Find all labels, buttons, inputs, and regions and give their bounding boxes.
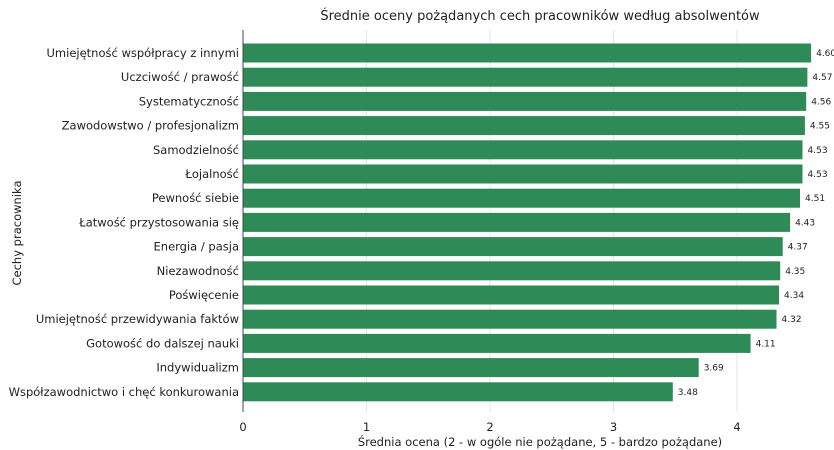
x-tick-label: 3: [610, 420, 617, 434]
data-label: 4.37: [788, 243, 808, 253]
data-label: 3.69: [704, 364, 724, 374]
category-label: Poświęcenie: [169, 288, 239, 302]
bar: [243, 164, 803, 184]
data-label: 4.55: [810, 122, 830, 132]
category-label: Systematyczność: [139, 94, 239, 108]
category-label: Gotowość do dalszej nauki: [86, 336, 239, 350]
x-tick-label: 4: [733, 420, 740, 434]
bar: [243, 212, 791, 232]
data-label: 4.43: [795, 218, 815, 228]
bar: [243, 309, 777, 329]
data-label: 4.34: [784, 291, 804, 301]
chart-title: Średnie oceny pożądanych cech pracownikó…: [320, 8, 760, 24]
bar: [243, 358, 699, 378]
category-label: Samodzielność: [153, 143, 239, 157]
category-label: Współzawodnictwo i chęć konkurowania: [9, 385, 239, 399]
x-tick-label: 2: [486, 420, 493, 434]
category-labels: Umiejętność współpracy z innymi Uczciwość…: [9, 46, 239, 399]
bar: [243, 261, 781, 281]
bar: [243, 91, 807, 111]
data-label: 4.60: [816, 49, 834, 59]
x-tick-label: 1: [363, 420, 370, 434]
bar: [243, 382, 673, 402]
category-label: Zawodowstwo / profesjonalizm: [62, 119, 239, 133]
data-label: 4.56: [811, 97, 831, 107]
bar: [243, 140, 803, 160]
category-label: Łatwość przystosowania się: [78, 215, 239, 229]
category-label: Niezawodność: [157, 264, 239, 278]
data-label: 4.53: [808, 146, 828, 156]
data-label: 3.48: [678, 388, 698, 398]
data-label: 4.53: [808, 170, 828, 180]
data-label: 4.35: [785, 267, 805, 277]
bar: [243, 285, 779, 305]
bar: [243, 237, 783, 257]
bar: [243, 116, 805, 136]
category-label: Umiejętność współpracy z innymi: [47, 46, 240, 60]
category-label: Uczciwość / prawość: [121, 70, 239, 84]
data-label: 4.51: [805, 194, 825, 204]
bar: [243, 333, 751, 353]
data-labels: 4.60 4.57 4.56 4.55 4.53 4.53 4.51 4.43 4.37 4.35…: [678, 49, 834, 398]
bars: [243, 43, 812, 402]
data-label: 4.11: [756, 339, 776, 349]
x-axis-title: Średnia ocena (2 - w ogóle nie pożądane,…: [358, 434, 722, 449]
y-axis-title: Cechy pracownika: [10, 180, 24, 285]
category-label: Łojalność: [184, 167, 239, 181]
bar: [243, 67, 808, 87]
data-label: 4.57: [812, 73, 832, 83]
data-label: 4.32: [782, 315, 802, 325]
x-tick-label: 0: [239, 420, 246, 434]
x-tick-labels: 0 1 2 3 4: [239, 420, 740, 434]
bar: [243, 188, 800, 208]
bar: [243, 43, 812, 63]
category-label: Pewność siebie: [152, 191, 239, 205]
category-label: Indywidualizm: [156, 361, 239, 375]
category-label: Umiejętność przewidywania faktów: [36, 312, 239, 326]
category-label: Energia / pasja: [154, 240, 239, 254]
